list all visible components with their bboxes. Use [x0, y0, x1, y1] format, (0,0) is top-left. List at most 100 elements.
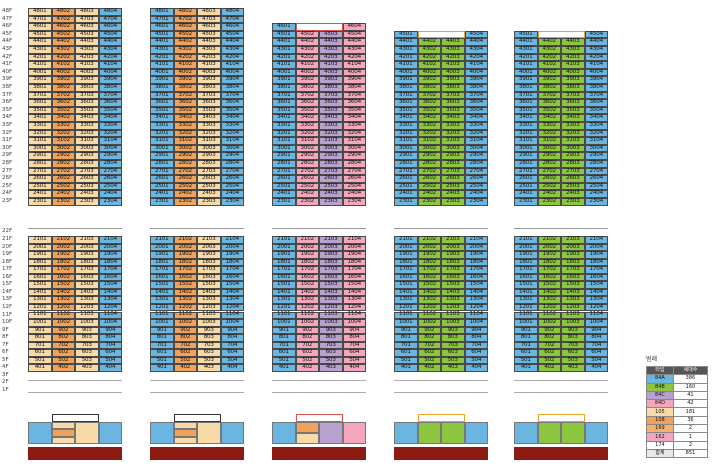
unit-cell: 4401: [514, 38, 538, 46]
unit-cell: 1304: [342, 296, 366, 304]
unit-cell: 802: [295, 334, 319, 342]
unit-cell: 703: [197, 341, 221, 350]
unit-cell: 2003: [197, 243, 221, 252]
floor-label: 35F: [2, 106, 13, 113]
unit-cell: 3703: [197, 91, 221, 100]
unit-cell: 3802: [417, 84, 441, 92]
unit-cell: 3803: [441, 84, 465, 92]
unit-cell: 2401: [514, 190, 538, 198]
legend-type: 169: [646, 424, 674, 434]
unit-cell: 3902: [417, 76, 441, 84]
unit-cell: 704: [98, 341, 122, 350]
box-type-cell: [98, 422, 122, 444]
unit-cell: 4602: [51, 23, 75, 31]
unit-cell: 3501: [514, 106, 538, 115]
unit-cell: 2503: [197, 182, 221, 191]
unit-cell: 3502: [295, 106, 319, 115]
unit-cell: 3904: [464, 76, 488, 84]
unit-cell: 1704: [220, 266, 244, 274]
floor-label: 42F: [2, 53, 13, 60]
unit-cell: 3701: [150, 91, 174, 100]
unit-cell: 1401: [272, 288, 296, 297]
unit-cell: 801: [514, 334, 538, 342]
unit-cell: 604: [584, 349, 608, 357]
unit-cell: 4804: [220, 8, 244, 16]
unit-cell: 1603: [319, 273, 343, 282]
unit-cell: 1302: [417, 296, 441, 304]
unit-cell: 3604: [342, 99, 366, 107]
box-type-cell: [51, 429, 75, 437]
legend-type: 84D: [646, 399, 674, 409]
unit-cell: 2601: [150, 175, 174, 183]
unit-cell: 1202: [417, 303, 441, 312]
podium-label: [394, 373, 488, 381]
unit-cell: 4402: [295, 38, 319, 46]
unit-cell: 1901: [28, 251, 52, 259]
unit-cell: 703: [441, 341, 465, 350]
unit-cell: 404: [342, 364, 366, 372]
unit-cell: 3104: [464, 137, 488, 145]
unit-cell: 3704: [584, 91, 608, 100]
unit-cell: 1504: [464, 281, 488, 289]
unit-cell: 1701: [28, 266, 52, 274]
unit-cell: 4302: [295, 46, 319, 54]
unit-cell: 2404: [220, 190, 244, 198]
unit-cell: 2003: [319, 243, 343, 252]
unit-cell: 402: [537, 364, 561, 372]
unit-cell: 1801: [150, 258, 174, 267]
unit-cell: 3404: [464, 114, 488, 122]
floor-label: 23F: [2, 198, 13, 204]
unit-cell: 1103: [75, 311, 99, 320]
unit-cell: 3104: [220, 137, 244, 145]
unit-cell: 1503: [561, 281, 585, 289]
unit-cell: 3604: [98, 99, 122, 107]
unit-cell: 1201: [150, 303, 174, 312]
unit-cell: 2402: [295, 190, 319, 198]
unit-cell: 3504: [342, 106, 366, 115]
box-type-cell: [173, 436, 197, 444]
unit-cell: 1102: [537, 311, 561, 320]
unit-cell: 704: [464, 341, 488, 350]
unit-cell: 1402: [295, 288, 319, 297]
unit-cell: 1504: [342, 281, 366, 289]
unit-cell: 1501: [514, 281, 538, 289]
unit-cell: 3301: [394, 122, 418, 130]
legend-row: 84B 160: [646, 382, 709, 392]
unit-cell: 804: [584, 334, 608, 342]
unit-cell: 1504: [220, 281, 244, 289]
unit-cell: 403: [197, 364, 221, 372]
legend-count: 42: [672, 399, 709, 409]
box-type-cell: [342, 422, 366, 444]
unit-cell: 2801: [150, 160, 174, 168]
unit-cell: 3602: [51, 99, 75, 107]
podium-label: [272, 373, 366, 381]
floor-label: 10F: [2, 319, 13, 326]
unit-cell: 3604: [220, 99, 244, 107]
unit-cell: 1903: [75, 251, 99, 259]
unit-cell: 2704: [98, 167, 122, 176]
box-type-cell: [394, 422, 418, 444]
unit-cell: 3901: [394, 76, 418, 84]
unit-cell: 2301: [394, 198, 418, 206]
unit-cell: 1304: [98, 296, 122, 304]
unit-cell: 3703: [319, 91, 343, 100]
unit-cell: 803: [319, 334, 343, 342]
unit-cell: 3202: [295, 129, 319, 138]
unit-cell: 1501: [150, 281, 174, 289]
unit-cell: 4201: [150, 53, 174, 62]
unit-cell: 602: [537, 349, 561, 357]
unit-cell: 3601: [150, 99, 174, 107]
unit-cell: 2401: [28, 190, 52, 198]
unit-cell: 3004: [220, 144, 244, 153]
unit-cell: 4101: [394, 61, 418, 69]
unit-cell: 3903: [319, 76, 343, 84]
floor-label: 15F: [2, 281, 13, 288]
unit-cell: 4601: [28, 23, 52, 31]
unit-cell: 703: [75, 341, 99, 350]
floor-label: 9F: [2, 326, 9, 333]
unit-cell: 2504: [98, 182, 122, 191]
unit-cell: 601: [394, 349, 418, 357]
unit-cell: 3702: [295, 91, 319, 100]
unit-cell: 2603: [319, 175, 343, 183]
legend-row: 169 2: [646, 424, 709, 434]
